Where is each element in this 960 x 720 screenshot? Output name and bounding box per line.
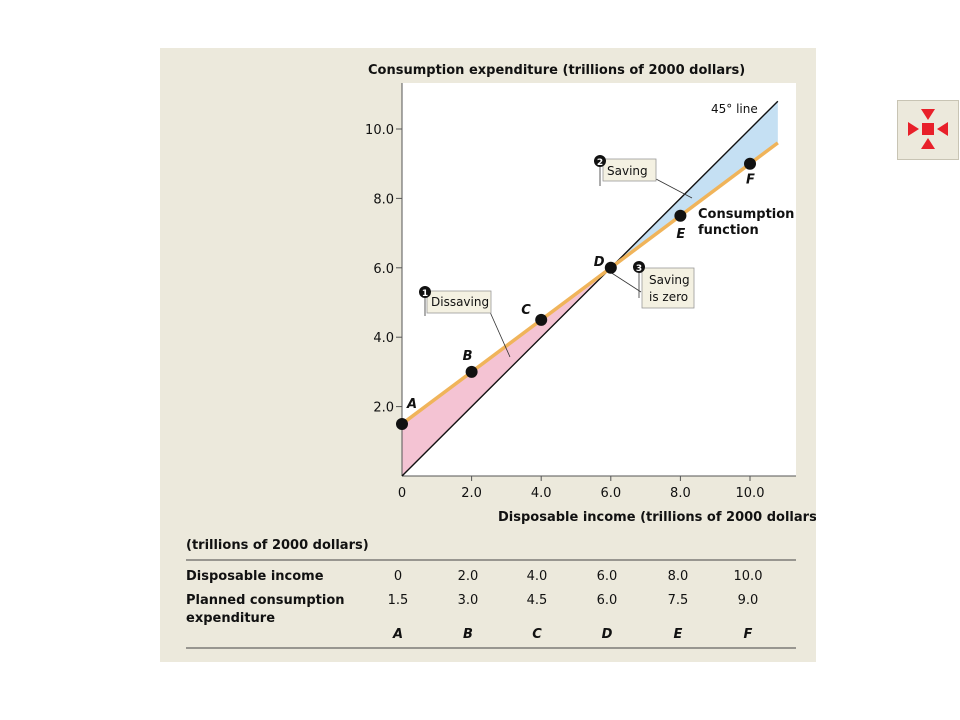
figure-panel: Consumption expenditure (trillions of 20… <box>160 48 823 662</box>
expand-arrows-shapes <box>908 109 948 149</box>
point-label-c: C <box>521 303 531 318</box>
table-values: 0 2.0 4.0 6.0 8.0 10.0 1.5 3.0 4.5 6.0 7.5 9.0 A B C D E… <box>388 569 763 642</box>
x-tick-label: 4.0 <box>531 486 552 501</box>
point-label-e: E <box>676 227 685 242</box>
y-tick-label: 10.0 <box>365 123 394 138</box>
x-tick-label: 0 <box>398 486 406 501</box>
annotation-saving-zero-text-2: is zero <box>649 290 688 304</box>
annotation-saving-zero-leader <box>606 269 642 293</box>
annotation-dissaving: 1 Dissaving <box>419 286 511 358</box>
annotation-saving-box <box>602 158 657 182</box>
point-label-d: D <box>594 255 605 270</box>
annotation-dissaving-box <box>426 290 492 314</box>
annotation-dissaving-leader <box>489 311 511 358</box>
expand-icon-arrow-top <box>921 109 935 120</box>
annotation-saving-zero-box <box>641 267 695 309</box>
table-cell-income: 2.0 <box>458 569 479 584</box>
table-cell-consumption: 6.0 <box>597 593 618 608</box>
point-b <box>465 365 478 378</box>
data-points: A B C D E F <box>396 157 756 430</box>
point-label-f: F <box>746 173 755 188</box>
y-tick-label: 8.0 <box>373 192 394 207</box>
annotation-saving-text: Saving <box>607 164 648 178</box>
expand-icon-arrow-right <box>937 122 948 136</box>
annotation-marker-2-number: 2 <box>597 158 603 168</box>
y-tick-label: 2.0 <box>373 401 394 416</box>
x-ticks: 0 2.0 4.0 6.0 8.0 10.0 <box>398 476 765 501</box>
annotation-saving-zero-text: Saving <box>649 273 690 287</box>
table-cell-consumption: 1.5 <box>388 593 409 608</box>
consumption-function-label-2: function <box>698 223 759 238</box>
table-unit-label: (trillions of 2000 dollars) <box>186 538 369 553</box>
annotation-saving-zero: 3 Saving is zero <box>606 261 695 309</box>
table-row-disposable-income-label: Disposable income <box>186 569 324 584</box>
table-cell-letter: C <box>532 627 542 642</box>
expand-icon-arrow-left <box>908 122 919 136</box>
table-cell-income: 8.0 <box>668 569 689 584</box>
y-tick-label: 6.0 <box>373 262 394 277</box>
table-cell-letter: E <box>674 627 683 642</box>
annotation-marker-3 <box>633 261 645 273</box>
x-tick-label: 2.0 <box>461 486 482 501</box>
point-e <box>674 209 687 222</box>
forty-five-degree-line <box>401 100 779 477</box>
x-tick-label: 8.0 <box>670 486 691 501</box>
point-f <box>744 157 756 170</box>
expand-navigation-button[interactable] <box>897 100 959 160</box>
point-label-b: B <box>463 349 473 364</box>
y-ticks: 2.0 4.0 6.0 8.0 10.0 <box>365 123 402 416</box>
table-cell-letter: A <box>392 627 403 642</box>
point-a <box>396 417 408 430</box>
consumption-function-label: Consumption <box>698 207 794 222</box>
point-d <box>604 261 617 274</box>
annotation-marker-1-number: 1 <box>422 289 428 299</box>
table-cell-letter: B <box>463 627 473 642</box>
expand-arrows-icon <box>908 109 948 149</box>
annotation-saving-leader <box>655 178 693 199</box>
table-cell-consumption: 9.0 <box>738 593 759 608</box>
annotation-marker-2 <box>594 155 606 167</box>
table-cell-letter: F <box>744 627 753 642</box>
expand-icon-center <box>922 123 934 135</box>
point-label-a: A <box>406 397 417 412</box>
table-cell-letter: D <box>602 627 613 642</box>
x-axis-label: Disposable income (trillions of 2000 dol… <box>498 510 816 525</box>
consumption-function-line <box>400 141 779 426</box>
y-tick-label: 4.0 <box>373 331 394 346</box>
annotation-marker-3-number: 3 <box>636 264 642 274</box>
table-row-planned-consumption-label-2: expenditure <box>186 611 275 626</box>
y-axis-label: Consumption expenditure (trillions of 20… <box>368 63 745 78</box>
table-row-planned-consumption-label: Planned consumption <box>186 593 345 608</box>
expand-icon-arrow-bottom <box>921 138 935 149</box>
table-cell-consumption: 7.5 <box>668 593 689 608</box>
table-cell-income: 10.0 <box>734 569 763 584</box>
table-cell-income: 6.0 <box>597 569 618 584</box>
annotation-dissaving-text: Dissaving <box>431 295 489 309</box>
x-tick-label: 6.0 <box>600 486 621 501</box>
table-cell-consumption: 3.0 <box>458 593 479 608</box>
annotation-marker-1 <box>419 286 431 298</box>
table-cell-consumption: 4.5 <box>527 593 548 608</box>
x-tick-label: 10.0 <box>736 486 765 501</box>
annotation-saving: 2 Saving <box>594 155 693 199</box>
table-cell-income: 0 <box>394 569 402 584</box>
consumption-function-chart: Consumption expenditure (trillions of 20… <box>186 63 823 649</box>
table-cell-income: 4.0 <box>527 569 548 584</box>
point-c <box>535 313 548 326</box>
forty-five-line-label: 45° line <box>711 102 758 116</box>
